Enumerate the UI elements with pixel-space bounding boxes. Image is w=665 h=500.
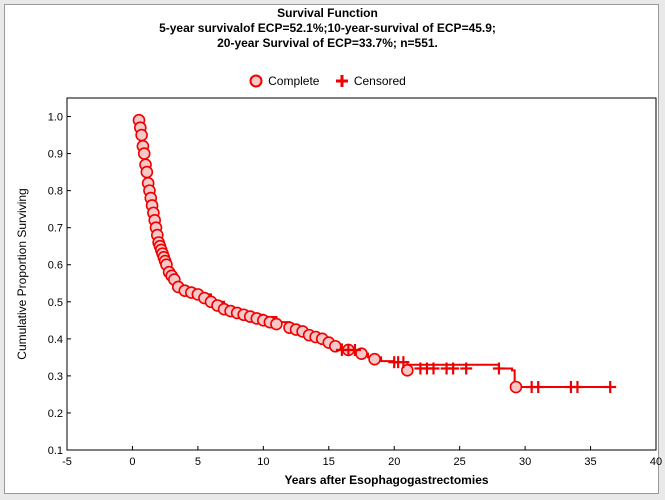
legend-item-censored: Censored bbox=[335, 74, 406, 88]
y-tick-label: 0.2 bbox=[48, 408, 63, 420]
chart-title-block: Survival Function 5-year survivalof ECP=… bbox=[0, 6, 655, 51]
censored-event-marker bbox=[397, 356, 410, 369]
x-tick-label: 5 bbox=[195, 456, 201, 468]
legend-item-complete: Complete bbox=[249, 74, 319, 88]
x-tick-label: 0 bbox=[129, 456, 135, 468]
censored-event-marker bbox=[427, 362, 440, 375]
complete-event-marker bbox=[140, 165, 154, 179]
chart-subtitle-line-2: 20-year Survival of ECP=33.7%; n=551. bbox=[217, 36, 438, 50]
y-tick-label: 0.1 bbox=[48, 445, 63, 457]
y-tick-label: 0.8 bbox=[48, 186, 63, 198]
y-axis-label: Cumulative Proportion Surviving bbox=[15, 188, 29, 359]
censored-event-marker bbox=[492, 362, 505, 375]
x-tick-label: 15 bbox=[323, 456, 335, 468]
chart-title: Survival Function bbox=[277, 6, 378, 20]
y-tick-label: 0.6 bbox=[48, 260, 63, 272]
y-tick-label: 0.5 bbox=[48, 297, 63, 309]
censored-event-marker bbox=[532, 381, 545, 394]
legend-label-censored: Censored bbox=[353, 74, 406, 88]
censored-event-marker bbox=[460, 362, 473, 375]
y-tick-label: 0.4 bbox=[48, 334, 63, 346]
x-tick-label: 20 bbox=[388, 456, 400, 468]
x-tick-label: 35 bbox=[584, 456, 596, 468]
complete-event-marker bbox=[270, 317, 283, 331]
x-tick-label: 10 bbox=[257, 456, 269, 468]
y-tick-label: 0.3 bbox=[48, 371, 63, 383]
survival-curve bbox=[136, 115, 611, 389]
complete-event-marker bbox=[401, 364, 414, 377]
complete-event-marker bbox=[137, 147, 151, 160]
y-tick-label: 0.9 bbox=[48, 149, 63, 161]
x-tick-label: -5 bbox=[62, 456, 72, 468]
complete-event-marker bbox=[509, 380, 523, 394]
x-tick-label: 30 bbox=[519, 456, 531, 468]
y-tick-label: 1.0 bbox=[48, 112, 63, 124]
censored-event-marker bbox=[571, 381, 584, 394]
circle-marker-icon bbox=[249, 74, 263, 88]
legend: Complete Censored bbox=[0, 74, 655, 91]
censored-event-marker bbox=[604, 381, 617, 394]
x-tick-label: 40 bbox=[650, 456, 662, 468]
plot-area bbox=[66, 97, 657, 451]
plus-marker-icon bbox=[335, 75, 348, 87]
chart-frame bbox=[4, 4, 659, 494]
censored-event-marker bbox=[447, 362, 460, 375]
x-tick-label: 25 bbox=[454, 456, 466, 468]
legend-label-complete: Complete bbox=[268, 74, 320, 88]
chart-subtitle-line-1: 5-year survivalof ECP=52.1%;10-year-surv… bbox=[159, 21, 496, 35]
y-tick-label: 0.7 bbox=[48, 223, 63, 235]
complete-event-marker bbox=[368, 352, 381, 366]
complete-event-marker bbox=[135, 128, 148, 142]
censored-event-marker bbox=[348, 343, 361, 356]
x-axis-label: Years after Esophagogastrectomies bbox=[284, 473, 488, 487]
